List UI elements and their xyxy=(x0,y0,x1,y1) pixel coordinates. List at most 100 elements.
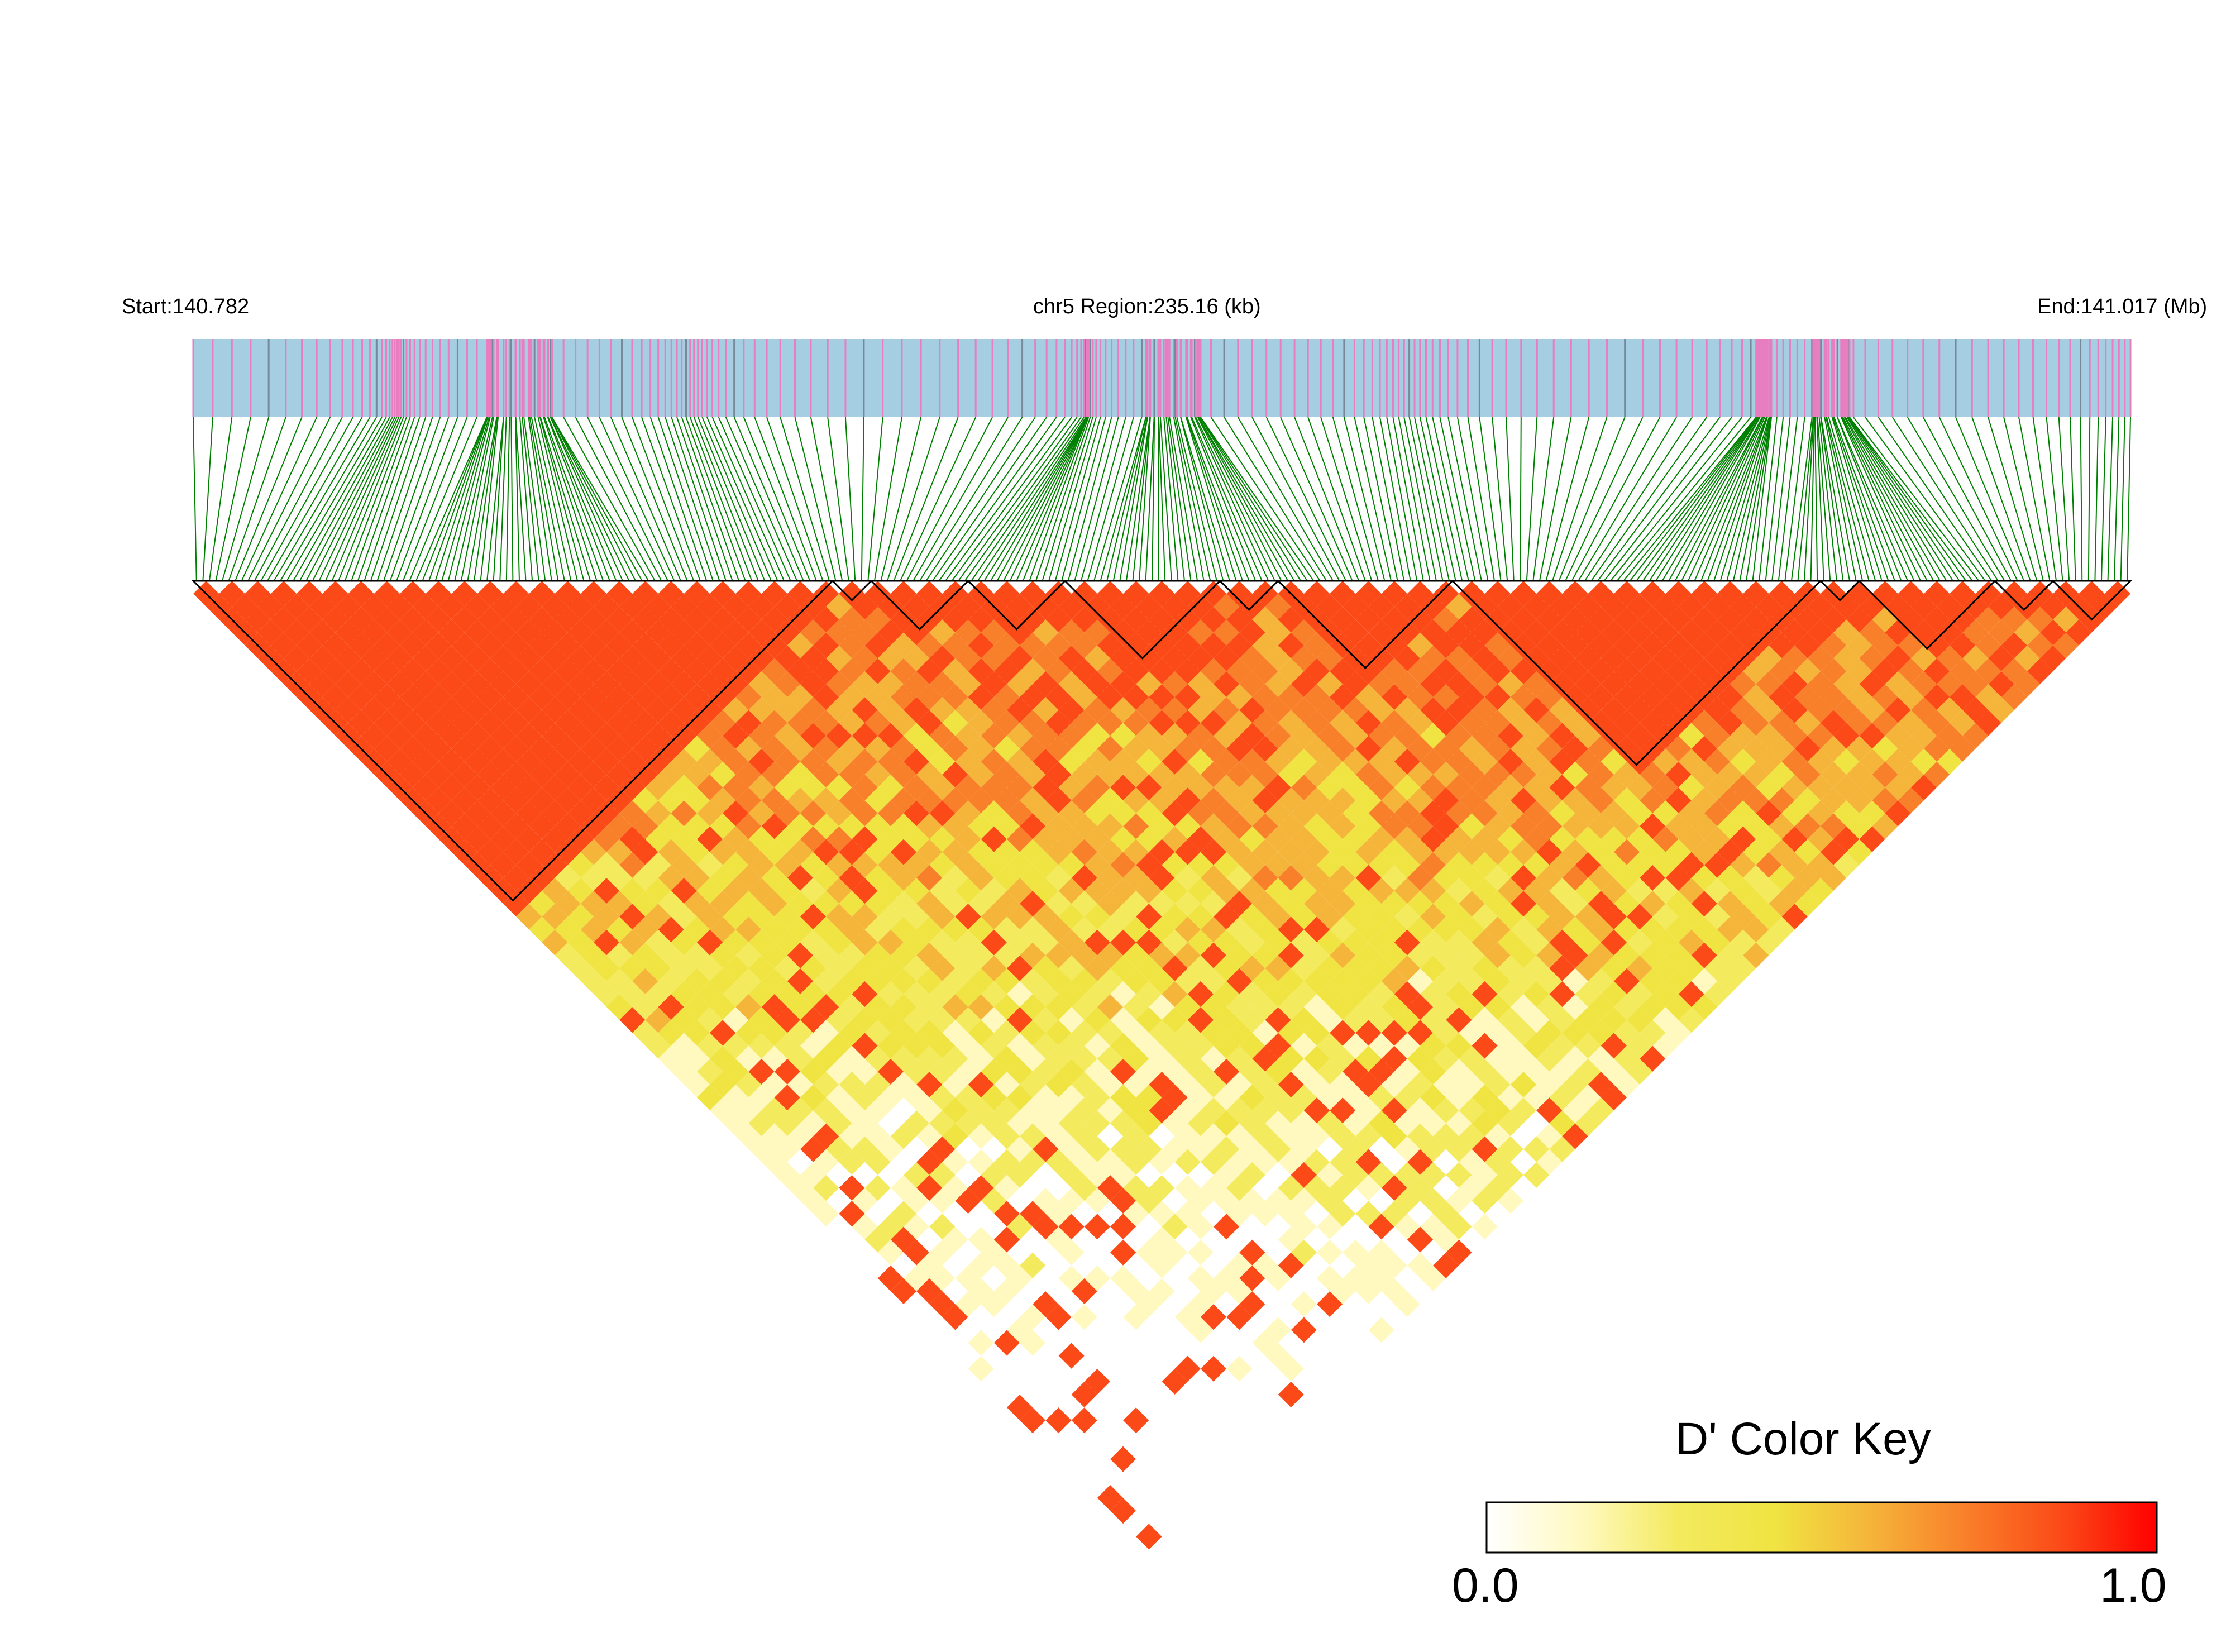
ld-cell xyxy=(1640,968,1666,995)
snp-connector-line xyxy=(422,417,488,581)
ld-cell xyxy=(1769,839,1795,865)
ld-cell xyxy=(1291,774,1317,801)
ld-cell xyxy=(1562,761,1588,788)
ld-cell xyxy=(1459,1123,1485,1149)
ld-cell xyxy=(1601,1058,1627,1085)
ld-cell xyxy=(645,1033,671,1059)
ld-cell xyxy=(1162,619,1188,646)
ld-cell xyxy=(464,800,490,827)
ld-cell xyxy=(1303,1381,1330,1408)
ld-cell xyxy=(1020,1149,1046,1175)
ld-cell xyxy=(1278,632,1304,658)
ld-cell xyxy=(1200,632,1227,658)
ld-cell xyxy=(1200,813,1227,839)
ld-cell xyxy=(1730,904,1756,930)
ld-cell xyxy=(1355,1330,1382,1356)
ld-cell xyxy=(1136,774,1162,801)
ld-cell xyxy=(1950,632,1976,658)
ld-cell xyxy=(1575,1007,1601,1033)
snp-connector-line xyxy=(1584,417,1693,581)
ld-cell xyxy=(1252,1226,1278,1253)
ld-cell xyxy=(1601,800,1627,827)
ld-cell xyxy=(1484,865,1511,891)
ld-cell xyxy=(1743,607,1769,633)
snp-connector-line xyxy=(1661,417,1760,581)
ld-cell xyxy=(981,852,1007,878)
ld-cell xyxy=(1433,813,1459,839)
ld-cell xyxy=(710,787,736,814)
ld-cell xyxy=(1613,607,1640,633)
ld-cell xyxy=(645,697,671,723)
snp-connector-line xyxy=(1067,417,1112,581)
ld-cell xyxy=(981,619,1007,646)
ld-cell xyxy=(1058,1187,1085,1214)
ld-cell xyxy=(1058,1162,1085,1188)
ld-cell xyxy=(477,658,504,685)
snp-connector-line xyxy=(893,417,959,581)
snp-connector-line xyxy=(706,417,778,581)
ld-cell xyxy=(1820,658,1847,685)
snp-connector-line xyxy=(1836,417,1902,581)
ld-cell xyxy=(1136,645,1162,671)
ld-cell xyxy=(671,1033,697,1059)
snp-connector-line xyxy=(486,417,504,581)
ld-cell xyxy=(567,645,594,671)
ld-cell xyxy=(1536,581,1563,607)
ld-cell xyxy=(1575,594,1601,620)
ld-cell xyxy=(1433,581,1459,607)
ld-cell xyxy=(1123,1381,1149,1408)
ld-cell xyxy=(671,1007,697,1033)
ld-cell xyxy=(968,1330,994,1356)
ld-cell xyxy=(864,607,891,633)
ld-cell xyxy=(826,645,852,671)
ld-cell xyxy=(1214,697,1240,723)
ld-cell xyxy=(1898,736,1924,762)
ld-cell xyxy=(1110,1317,1136,1343)
ld-cell xyxy=(1769,891,1795,917)
ld-cell xyxy=(787,581,814,607)
ld-cell xyxy=(1420,671,1446,698)
ld-cell xyxy=(219,581,245,607)
ld-cell xyxy=(1136,904,1162,930)
ld-cell xyxy=(645,723,671,749)
ld-cell xyxy=(1394,1084,1421,1111)
ld-cell xyxy=(1123,916,1149,943)
ld-cell xyxy=(1020,1330,1046,1356)
ld-cell xyxy=(1859,645,1885,671)
snp-connector-line xyxy=(1848,417,1966,581)
snp-connector-line xyxy=(587,417,668,581)
ld-cell xyxy=(981,826,1007,852)
ld-cell xyxy=(1665,916,1692,943)
ld-cell xyxy=(993,1149,1020,1175)
snp-connector-line xyxy=(1840,417,1915,581)
ld-cell xyxy=(1200,787,1227,814)
ld-cell xyxy=(1071,581,1097,607)
ld-cell xyxy=(1343,1214,1369,1240)
ld-cell xyxy=(1330,1304,1356,1330)
ld-cell xyxy=(1523,826,1550,852)
ld-cell xyxy=(1303,684,1330,710)
ld-cell xyxy=(1265,1214,1291,1240)
ld-cell xyxy=(1794,891,1821,917)
ld-cell xyxy=(1769,736,1795,762)
ld-cell xyxy=(1459,607,1485,633)
ld-cell xyxy=(1497,594,1524,620)
ld-cell xyxy=(477,632,504,658)
ld-cell xyxy=(1162,981,1188,1008)
ld-cell xyxy=(839,581,865,607)
ld-cell xyxy=(1187,1162,1214,1188)
ld-cell xyxy=(1368,1291,1394,1317)
ld-cell xyxy=(1045,1123,1072,1149)
ld-cell xyxy=(1330,1330,1356,1356)
ld-cell xyxy=(1136,1058,1162,1085)
snp-connector-line xyxy=(1194,417,1269,581)
ld-cell xyxy=(774,1162,800,1188)
ld-cell xyxy=(1226,1045,1253,1072)
ld-cell xyxy=(1613,632,1640,658)
snp-connector-line xyxy=(434,417,489,581)
ld-cell xyxy=(826,852,852,878)
snp-connector-line xyxy=(247,417,331,581)
ld-cell xyxy=(748,723,775,749)
ld-cell xyxy=(671,800,697,827)
ld-cell xyxy=(645,1007,671,1033)
